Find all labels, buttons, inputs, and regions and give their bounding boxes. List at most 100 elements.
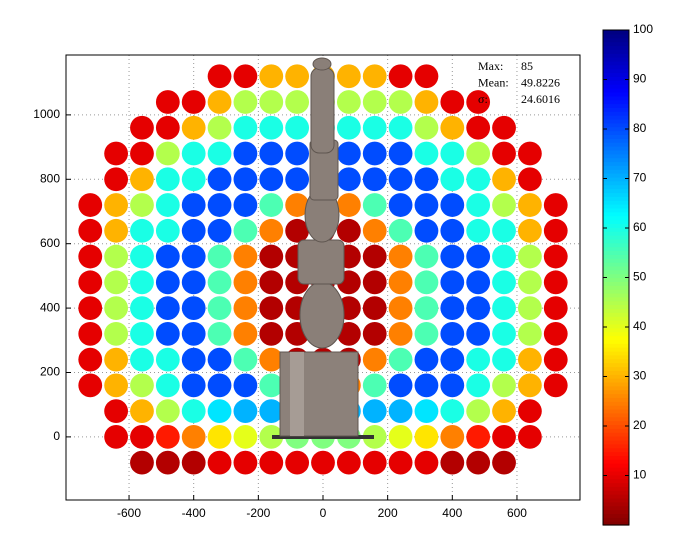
data-point <box>259 167 284 192</box>
data-point <box>155 115 180 140</box>
colorbar-swatch <box>603 397 629 402</box>
colorbar-swatch <box>603 169 629 174</box>
colorbar-swatch <box>603 122 629 128</box>
colorbar-swatch <box>603 246 629 252</box>
colorbar-swatch <box>603 258 629 263</box>
data-point <box>440 90 465 114</box>
colorbar-swatch <box>603 447 629 453</box>
data-point <box>181 141 206 166</box>
colorbar-swatch <box>603 416 629 422</box>
data-point <box>362 399 387 424</box>
data-point <box>414 244 439 269</box>
data-point <box>336 115 361 140</box>
data-point <box>362 296 387 320</box>
colorbar-swatch <box>603 385 629 391</box>
data-point <box>181 193 206 217</box>
data-point <box>207 218 232 243</box>
data-point <box>130 347 154 372</box>
data-point <box>414 450 439 475</box>
colorbar-swatch <box>603 184 629 190</box>
data-point <box>388 399 413 424</box>
stat-value: 24.6016 <box>521 92 560 106</box>
colorbar-swatch <box>603 107 629 112</box>
data-point <box>155 450 180 475</box>
data-point <box>414 373 439 398</box>
colorbar-swatch <box>603 327 629 333</box>
colorbar-swatch <box>603 242 629 248</box>
data-point <box>492 373 516 398</box>
data-point <box>414 347 439 372</box>
data-point <box>181 321 206 346</box>
colorbar-swatch <box>603 64 629 70</box>
colorbar-swatch <box>603 68 629 74</box>
data-point <box>259 270 284 295</box>
x-tick-label: 400 <box>442 506 462 520</box>
robot-tool <box>312 57 332 71</box>
data-point <box>207 373 232 398</box>
data-point <box>155 218 180 243</box>
data-point <box>414 64 439 89</box>
data-point <box>233 399 258 424</box>
data-point <box>414 399 439 424</box>
colorbar-swatch <box>603 41 629 47</box>
data-point <box>130 218 154 243</box>
colorbar-swatch <box>603 37 629 43</box>
data-point <box>492 244 516 269</box>
data-point <box>233 64 258 89</box>
data-point <box>259 424 284 449</box>
colorbar-swatch <box>603 354 629 360</box>
data-point <box>285 115 310 140</box>
data-point <box>207 347 232 372</box>
data-point <box>388 167 413 192</box>
data-point <box>259 64 284 89</box>
colorbar-swatch <box>603 219 629 224</box>
colorbar-swatch <box>603 88 629 93</box>
data-point <box>78 218 103 243</box>
colorbar-swatch <box>603 196 629 201</box>
data-point <box>440 270 465 295</box>
data-point <box>336 218 361 243</box>
data-point <box>414 321 439 346</box>
data-point <box>104 399 129 424</box>
data-point <box>492 141 516 166</box>
data-point <box>492 193 516 217</box>
data-point <box>233 347 258 372</box>
colorbar-swatch <box>603 134 629 139</box>
data-point <box>466 115 491 140</box>
colorbar-swatch <box>603 401 629 406</box>
colorbar-swatch <box>603 57 629 62</box>
data-point <box>207 270 232 295</box>
colorbar-swatch <box>603 265 629 271</box>
colorbar-tick-label: 80 <box>633 121 647 135</box>
colorbar-tick-label: 40 <box>633 319 647 333</box>
data-point <box>466 296 491 320</box>
data-point <box>155 296 180 320</box>
colorbar-swatch <box>603 335 629 340</box>
data-point <box>181 373 206 398</box>
colorbar-swatch <box>603 300 629 306</box>
colorbar-swatch <box>603 320 629 325</box>
colorbar-swatch <box>603 474 629 480</box>
colorbar-swatch <box>603 463 629 468</box>
data-point <box>78 373 103 398</box>
data-point <box>233 270 258 295</box>
data-point <box>78 193 103 217</box>
colorbar-swatch <box>603 273 629 279</box>
data-point <box>543 347 568 372</box>
data-point <box>466 373 491 398</box>
colorbar: 10 20 30 40 50 60 70 80 90 100 <box>602 22 653 526</box>
data-point <box>440 450 465 475</box>
data-point <box>104 218 129 243</box>
data-point <box>155 167 180 192</box>
colorbar-swatch <box>603 165 629 170</box>
data-point <box>233 115 258 140</box>
colorbar-swatch <box>603 115 629 120</box>
data-point <box>181 347 206 372</box>
data-point <box>517 218 542 243</box>
data-point <box>259 244 284 269</box>
colorbar-swatch <box>603 211 629 217</box>
data-point <box>259 115 284 140</box>
colorbar-swatch <box>603 408 629 414</box>
colorbar-swatch <box>603 362 629 368</box>
data-point <box>440 167 465 192</box>
